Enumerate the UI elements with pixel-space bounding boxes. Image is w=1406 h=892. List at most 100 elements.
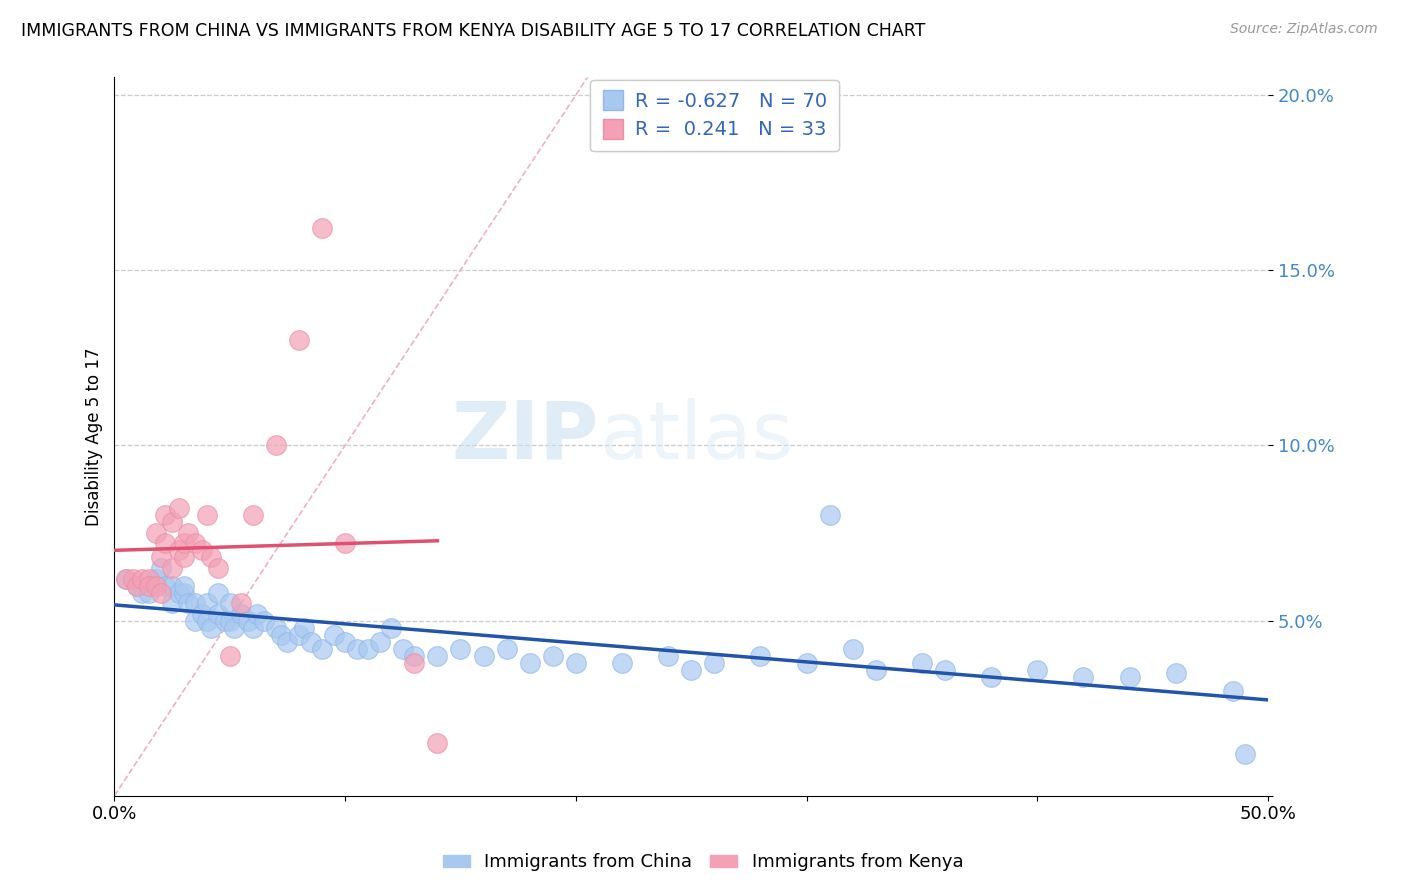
- Point: [145, 525, 167, 540]
- Point: [276, 634, 298, 648]
- Point: [404, 656, 426, 670]
- Point: [160, 561, 183, 575]
- Point: [177, 596, 200, 610]
- Point: [238, 614, 260, 628]
- Point: [207, 561, 229, 575]
- Point: [184, 536, 207, 550]
- Point: [495, 641, 517, 656]
- Point: [1118, 670, 1140, 684]
- Point: [391, 641, 413, 656]
- Point: [138, 585, 160, 599]
- Point: [200, 550, 222, 565]
- Point: [153, 508, 176, 523]
- Point: [173, 578, 195, 592]
- Point: [173, 536, 195, 550]
- Point: [131, 572, 153, 586]
- Point: [231, 596, 253, 610]
- Point: [145, 572, 167, 586]
- Point: [980, 670, 1002, 684]
- Point: [191, 607, 214, 621]
- Point: [288, 333, 311, 347]
- Text: atlas: atlas: [599, 398, 793, 475]
- Point: [127, 578, 149, 592]
- Point: [404, 648, 426, 663]
- Point: [167, 543, 190, 558]
- Point: [145, 578, 167, 592]
- Point: [177, 525, 200, 540]
- Point: [472, 648, 495, 663]
- Point: [264, 621, 287, 635]
- Point: [149, 561, 172, 575]
- Legend: R = -0.627   N = 70, R =  0.241   N = 33: R = -0.627 N = 70, R = 0.241 N = 33: [591, 80, 838, 151]
- Point: [565, 656, 588, 670]
- Point: [346, 641, 368, 656]
- Point: [288, 627, 311, 641]
- Point: [246, 607, 269, 621]
- Point: [911, 656, 934, 670]
- Point: [184, 596, 207, 610]
- Point: [242, 508, 264, 523]
- Point: [195, 508, 218, 523]
- Point: [450, 641, 472, 656]
- Point: [173, 550, 195, 565]
- Point: [207, 585, 229, 599]
- Point: [153, 578, 176, 592]
- Point: [224, 621, 246, 635]
- Point: [153, 536, 176, 550]
- Point: [368, 634, 391, 648]
- Point: [214, 614, 236, 628]
- Point: [299, 634, 322, 648]
- Point: [173, 585, 195, 599]
- Point: [1164, 666, 1187, 681]
- Point: [231, 607, 253, 621]
- Point: [270, 627, 292, 641]
- Point: [357, 641, 380, 656]
- Point: [657, 648, 679, 663]
- Point: [681, 663, 703, 677]
- Point: [195, 614, 218, 628]
- Text: Source: ZipAtlas.com: Source: ZipAtlas.com: [1230, 22, 1378, 37]
- Point: [610, 656, 633, 670]
- Point: [160, 596, 183, 610]
- Point: [149, 550, 172, 565]
- Y-axis label: Disability Age 5 to 17: Disability Age 5 to 17: [86, 347, 103, 526]
- Point: [333, 536, 356, 550]
- Point: [200, 621, 222, 635]
- Text: ZIP: ZIP: [451, 398, 599, 475]
- Point: [207, 607, 229, 621]
- Point: [311, 221, 333, 235]
- Point: [426, 736, 449, 750]
- Point: [749, 648, 772, 663]
- Point: [1026, 663, 1049, 677]
- Point: [167, 585, 190, 599]
- Point: [1073, 670, 1095, 684]
- Point: [160, 516, 183, 530]
- Text: IMMIGRANTS FROM CHINA VS IMMIGRANTS FROM KENYA DISABILITY AGE 5 TO 17 CORRELATIO: IMMIGRANTS FROM CHINA VS IMMIGRANTS FROM…: [21, 22, 925, 40]
- Point: [292, 621, 315, 635]
- Point: [703, 656, 725, 670]
- Legend: Immigrants from China, Immigrants from Kenya: Immigrants from China, Immigrants from K…: [436, 847, 970, 879]
- Point: [138, 572, 160, 586]
- Point: [115, 572, 138, 586]
- Point: [426, 648, 449, 663]
- Point: [127, 578, 149, 592]
- Point: [865, 663, 887, 677]
- Point: [519, 656, 541, 670]
- Point: [253, 614, 276, 628]
- Point: [184, 614, 207, 628]
- Point: [242, 621, 264, 635]
- Point: [218, 614, 240, 628]
- Point: [195, 596, 218, 610]
- Point: [796, 656, 818, 670]
- Point: [322, 627, 344, 641]
- Point: [115, 572, 138, 586]
- Point: [1233, 747, 1256, 761]
- Point: [218, 596, 240, 610]
- Point: [167, 501, 190, 516]
- Point: [138, 578, 160, 592]
- Point: [311, 641, 333, 656]
- Point: [818, 508, 841, 523]
- Point: [122, 572, 145, 586]
- Point: [218, 648, 240, 663]
- Point: [160, 578, 183, 592]
